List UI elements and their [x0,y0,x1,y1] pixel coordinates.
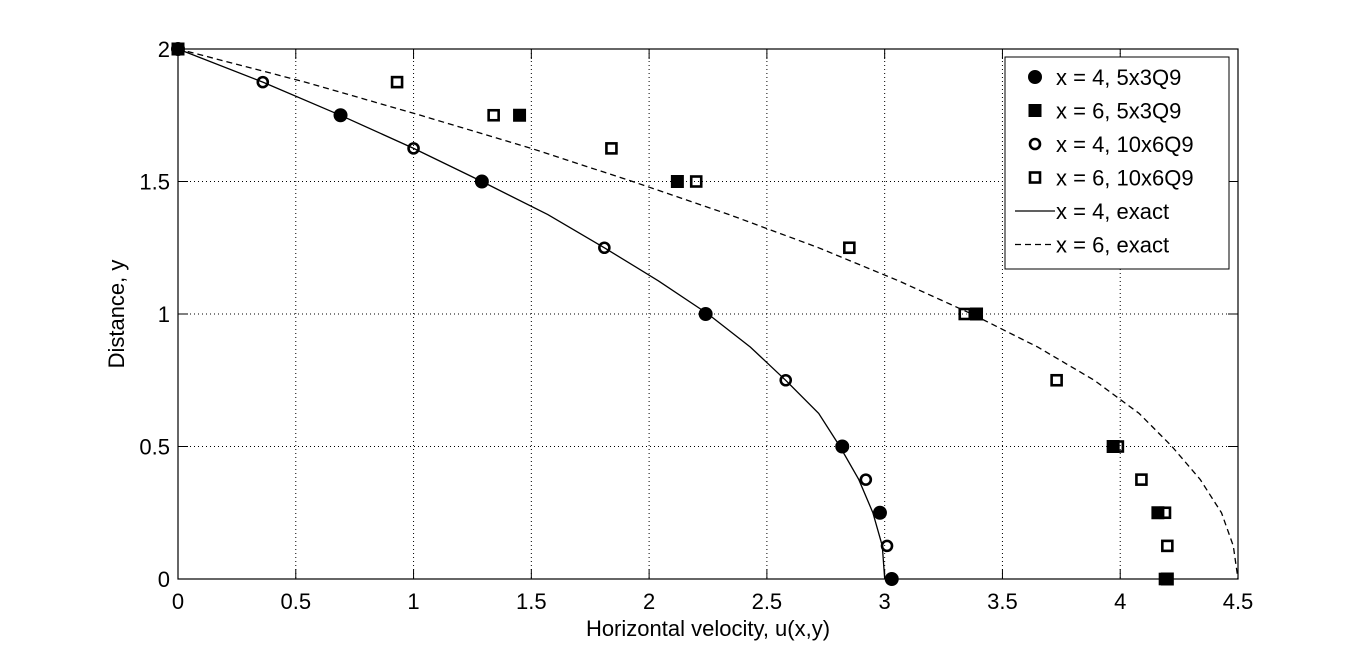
y-tick-label: 1 [158,302,170,327]
data-point [390,75,404,89]
grid [178,49,1238,579]
legend-label: x = 4, 10x6Q9 [1056,132,1194,157]
x-tick-label: 3 [879,589,891,614]
x-tick-label: 1.5 [516,589,547,614]
data-point [670,175,684,188]
legend-entry-x-4-5x3q9: x = 4, 5x3Q9 [1028,65,1181,90]
legend-box [1004,56,1230,270]
legend-swatch [1028,104,1042,117]
legend: x = 4, 5x3Q9 x = 6, 5x3Q9 x = 4, 10x6Q9 x =… [1004,56,1230,270]
legend-swatch [1028,171,1042,184]
data-point [1158,506,1172,520]
data-point [1111,440,1125,453]
x-tick-label: 1 [407,589,419,614]
x-tick-label: 0 [172,589,184,614]
legend-entry-x-6-exact: x = 6, exact [1015,233,1169,258]
data-point [689,175,703,188]
data-point [958,307,972,321]
axis-ticks: 0 0.5 1 1.5 2 2.5 3 3.5 4 4.5 0 0.5 1 1.5 2 [139,37,1253,614]
x-tick-label: 4 [1114,589,1126,614]
legend-entry-x-4-exact: x = 4, exact [1015,199,1169,224]
x-tick-label: 4.5 [1223,589,1254,614]
data-point [333,108,348,123]
legend-swatch [1028,137,1042,151]
legend-label: x = 4, 5x3Q9 [1056,65,1181,90]
x-tick-label: 2 [643,589,655,614]
y-tick-label: 0 [158,567,170,592]
data-point [872,505,887,520]
legend-swatch [1028,70,1042,84]
legend-entry-x-6-5x3q9: x = 6, 5x3Q9 [1028,99,1181,124]
data-point [598,241,611,255]
data-point [487,108,500,122]
legend-label: x = 6, 5x3Q9 [1056,99,1181,124]
y-tick-label: 1.5 [139,170,170,195]
y-tick-label: 2 [158,37,170,62]
y-tick-label: 0.5 [139,435,170,460]
data-point [880,539,894,553]
legend-entry-x-4-10x6q9: x = 4, 10x6Q9 [1028,132,1194,157]
data-point [1050,373,1063,387]
data-point [605,142,618,155]
data-point [256,75,270,89]
series-x-6-10x6q9 [171,42,1174,586]
data-point [698,307,713,321]
data-point [970,307,984,321]
legend-label: x = 6, 10x6Q9 [1056,166,1194,191]
legend-entry-x-6-10x6q9: x = 6, 10x6Q9 [1028,166,1194,191]
data-point [513,108,527,122]
data-point [859,473,873,486]
data-point [1135,473,1148,486]
x-tick-label: 3.5 [987,589,1018,614]
x-tick-label: 2.5 [752,589,783,614]
legend-label: x = 4, exact [1056,199,1169,224]
legend-label: x = 6, exact [1056,233,1169,258]
data-point [779,373,793,387]
y-axis-label: Distance, y [104,260,129,369]
data-point [474,174,489,189]
data-point [1161,539,1174,553]
data-point [835,439,850,454]
data-point [843,241,856,255]
x-tick-label: 0.5 [280,589,311,614]
x-axis-label: Horizontal velocity, u(x,y) [586,616,830,641]
data-point [407,142,420,155]
